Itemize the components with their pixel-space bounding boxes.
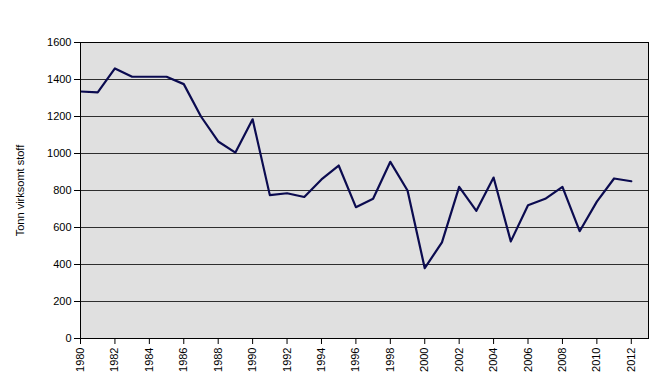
svg-text:1400: 1400: [47, 73, 71, 85]
svg-text:1986: 1986: [177, 348, 189, 372]
svg-text:2006: 2006: [522, 348, 534, 372]
svg-text:200: 200: [53, 295, 71, 307]
svg-text:2008: 2008: [556, 348, 568, 372]
svg-text:1600: 1600: [47, 36, 71, 48]
svg-text:600: 600: [53, 221, 71, 233]
svg-text:1992: 1992: [281, 348, 293, 372]
svg-text:2012: 2012: [625, 348, 637, 372]
svg-text:1990: 1990: [246, 348, 258, 372]
svg-text:1996: 1996: [349, 348, 361, 372]
svg-text:2010: 2010: [590, 348, 602, 372]
svg-text:400: 400: [53, 258, 71, 270]
svg-text:1980: 1980: [74, 348, 86, 372]
svg-text:800: 800: [53, 184, 71, 196]
svg-text:0: 0: [65, 332, 71, 344]
svg-text:1982: 1982: [108, 348, 120, 372]
svg-text:1984: 1984: [143, 348, 155, 372]
svg-text:1998: 1998: [384, 348, 396, 372]
svg-text:2004: 2004: [487, 348, 499, 372]
svg-text:1200: 1200: [47, 110, 71, 122]
svg-text:2000: 2000: [418, 348, 430, 372]
svg-text:1988: 1988: [212, 348, 224, 372]
svg-text:Tonn virksomt stoff: Tonn virksomt stoff: [14, 144, 26, 236]
svg-text:1994: 1994: [315, 348, 327, 372]
svg-text:2002: 2002: [453, 348, 465, 372]
svg-text:1000: 1000: [47, 147, 71, 159]
